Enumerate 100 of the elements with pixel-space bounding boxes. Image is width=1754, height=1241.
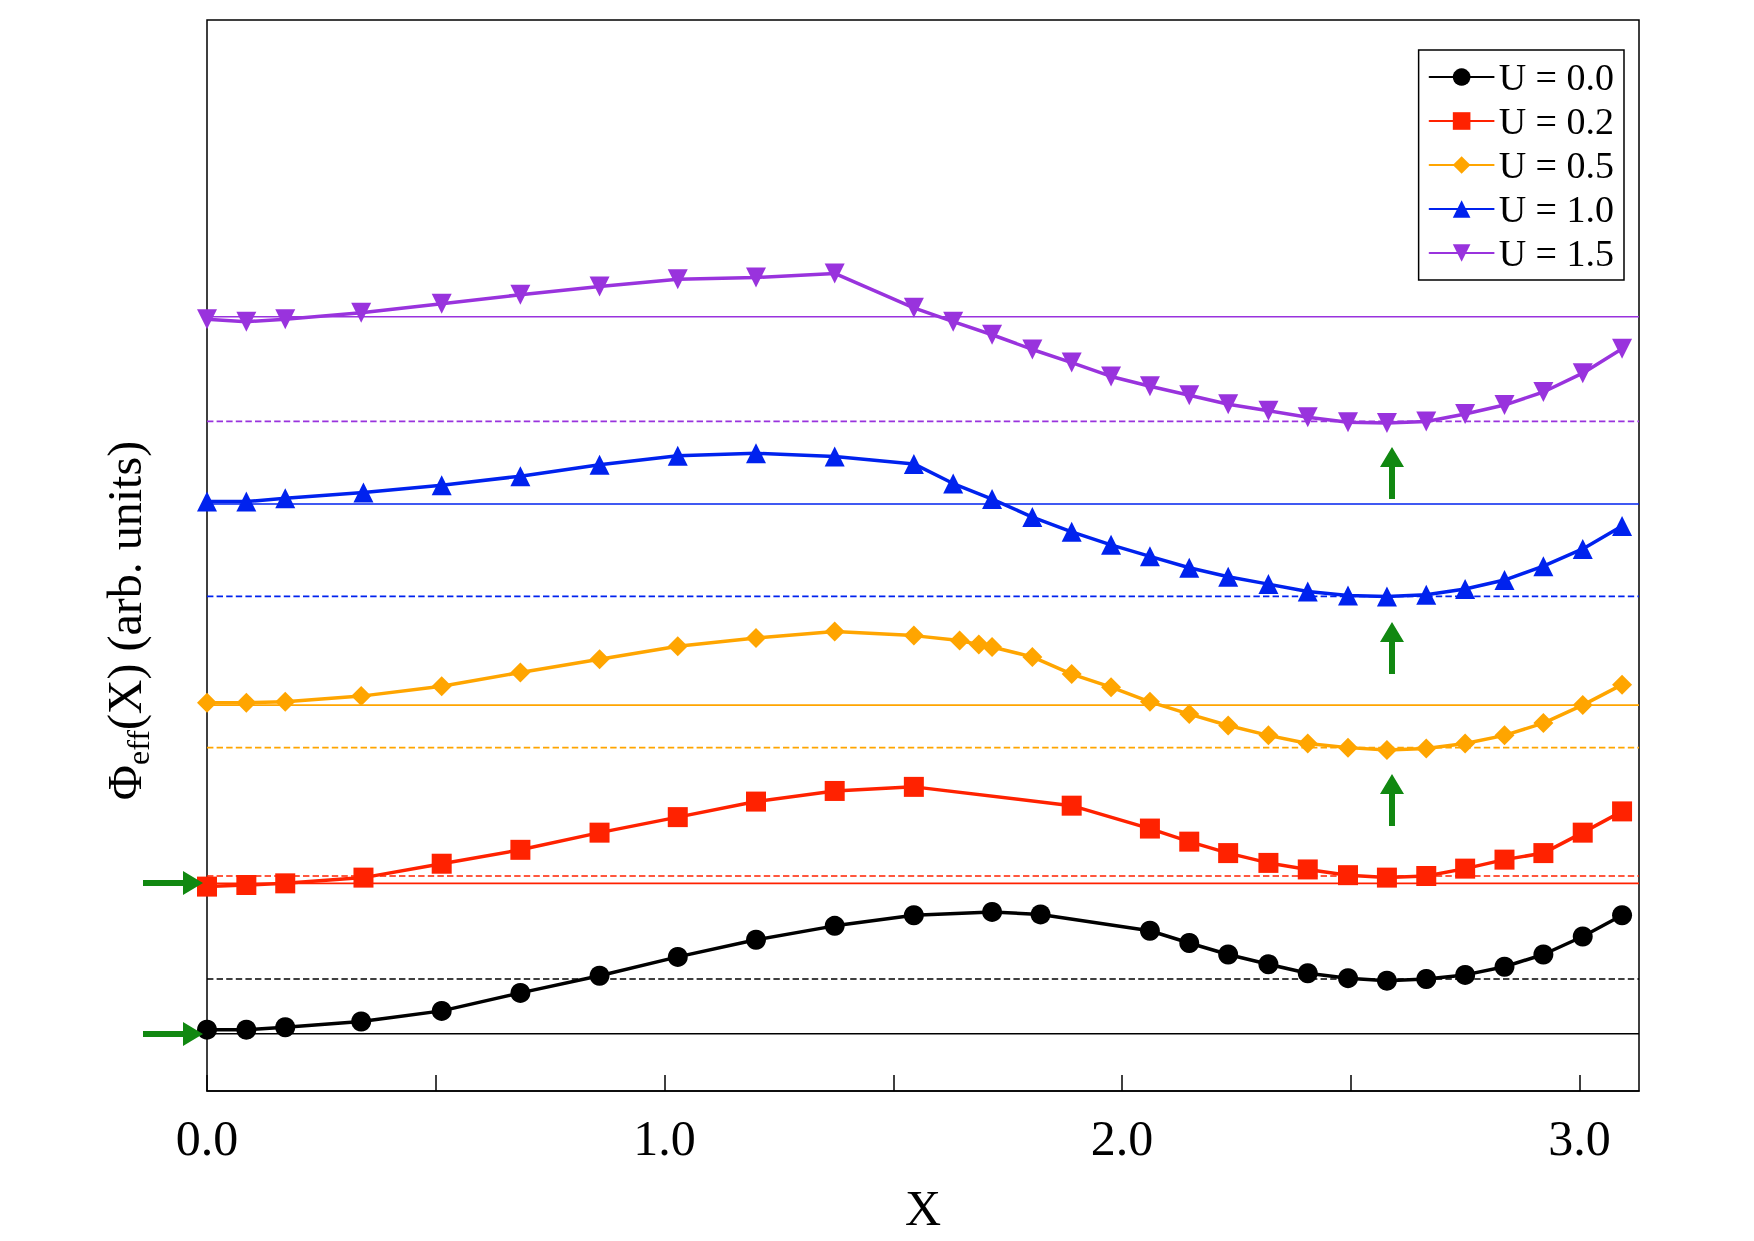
point bbox=[1022, 646, 1043, 667]
point bbox=[1139, 376, 1160, 397]
point bbox=[1533, 381, 1554, 402]
point bbox=[667, 946, 688, 967]
point bbox=[1376, 740, 1397, 761]
x-tick-label: 0.0 bbox=[175, 1110, 239, 1166]
point bbox=[1218, 715, 1239, 736]
point bbox=[1572, 695, 1593, 716]
point bbox=[1533, 556, 1554, 577]
point bbox=[351, 686, 372, 707]
point bbox=[275, 691, 296, 712]
point bbox=[1376, 970, 1397, 991]
point bbox=[197, 309, 217, 330]
point bbox=[510, 982, 531, 1003]
point bbox=[1297, 963, 1318, 984]
point bbox=[1572, 538, 1593, 559]
point bbox=[431, 853, 452, 874]
point bbox=[431, 676, 452, 697]
point bbox=[1416, 738, 1437, 759]
point bbox=[510, 466, 531, 487]
point bbox=[1455, 404, 1476, 425]
point bbox=[1612, 674, 1633, 695]
point bbox=[1572, 822, 1593, 843]
point bbox=[1376, 413, 1397, 434]
point bbox=[1455, 579, 1476, 600]
point bbox=[510, 662, 531, 683]
point bbox=[510, 284, 531, 305]
point bbox=[1572, 363, 1593, 384]
point bbox=[1338, 737, 1359, 758]
point bbox=[1297, 733, 1318, 754]
point bbox=[1455, 733, 1476, 754]
point bbox=[1061, 352, 1082, 373]
point bbox=[1338, 412, 1359, 433]
point bbox=[982, 324, 1003, 345]
point bbox=[746, 267, 767, 288]
point bbox=[982, 901, 1003, 922]
point bbox=[1533, 713, 1554, 734]
point bbox=[1030, 904, 1051, 925]
point bbox=[1612, 516, 1633, 537]
point bbox=[1612, 338, 1633, 359]
point bbox=[1338, 865, 1359, 886]
point bbox=[1061, 795, 1082, 816]
point bbox=[1258, 852, 1279, 873]
point bbox=[197, 1019, 217, 1040]
x-tick-label: 2.0 bbox=[1090, 1110, 1154, 1166]
point bbox=[1218, 944, 1239, 965]
point bbox=[746, 791, 767, 812]
point bbox=[1455, 858, 1476, 879]
point bbox=[1416, 969, 1437, 989]
point bbox=[903, 453, 924, 474]
point bbox=[903, 905, 924, 926]
point bbox=[746, 628, 767, 649]
point bbox=[1612, 905, 1633, 926]
point bbox=[1218, 566, 1239, 587]
point bbox=[1258, 574, 1279, 595]
point bbox=[1612, 801, 1633, 822]
point bbox=[431, 1000, 452, 1021]
point bbox=[824, 621, 845, 642]
point bbox=[275, 873, 296, 894]
legend-label: U = 0.0 bbox=[1498, 56, 1614, 98]
x-tick-label: 3.0 bbox=[1548, 1110, 1611, 1166]
point bbox=[589, 276, 610, 297]
point bbox=[1139, 691, 1160, 712]
legend-label: U = 1.0 bbox=[1498, 188, 1614, 230]
point bbox=[943, 473, 964, 494]
point bbox=[510, 839, 531, 860]
point bbox=[824, 446, 845, 467]
legend-label: U = 1.5 bbox=[1498, 232, 1614, 274]
point bbox=[1416, 584, 1437, 605]
point bbox=[589, 965, 610, 986]
point bbox=[1376, 867, 1397, 888]
point bbox=[746, 443, 767, 464]
point bbox=[353, 867, 374, 888]
point bbox=[275, 309, 296, 330]
point bbox=[275, 1017, 296, 1038]
legend-label: U = 0.5 bbox=[1498, 144, 1614, 186]
point bbox=[746, 929, 767, 950]
point bbox=[589, 454, 610, 475]
point bbox=[1179, 933, 1200, 954]
point bbox=[431, 293, 452, 314]
point bbox=[824, 915, 845, 936]
point bbox=[1179, 557, 1200, 578]
point bbox=[1179, 704, 1200, 725]
point bbox=[667, 269, 688, 290]
point bbox=[1297, 407, 1318, 428]
point bbox=[351, 1011, 372, 1032]
point bbox=[353, 482, 374, 503]
point bbox=[1139, 818, 1160, 839]
point bbox=[1494, 725, 1515, 746]
point bbox=[1101, 677, 1122, 698]
point bbox=[1533, 944, 1554, 965]
point bbox=[903, 297, 924, 318]
point bbox=[1494, 956, 1515, 977]
point bbox=[236, 1019, 257, 1040]
point bbox=[824, 263, 845, 284]
legend-label: U = 0.2 bbox=[1498, 100, 1614, 142]
point bbox=[1297, 581, 1318, 602]
point bbox=[667, 445, 688, 466]
point bbox=[1022, 339, 1043, 360]
point bbox=[1494, 570, 1515, 591]
